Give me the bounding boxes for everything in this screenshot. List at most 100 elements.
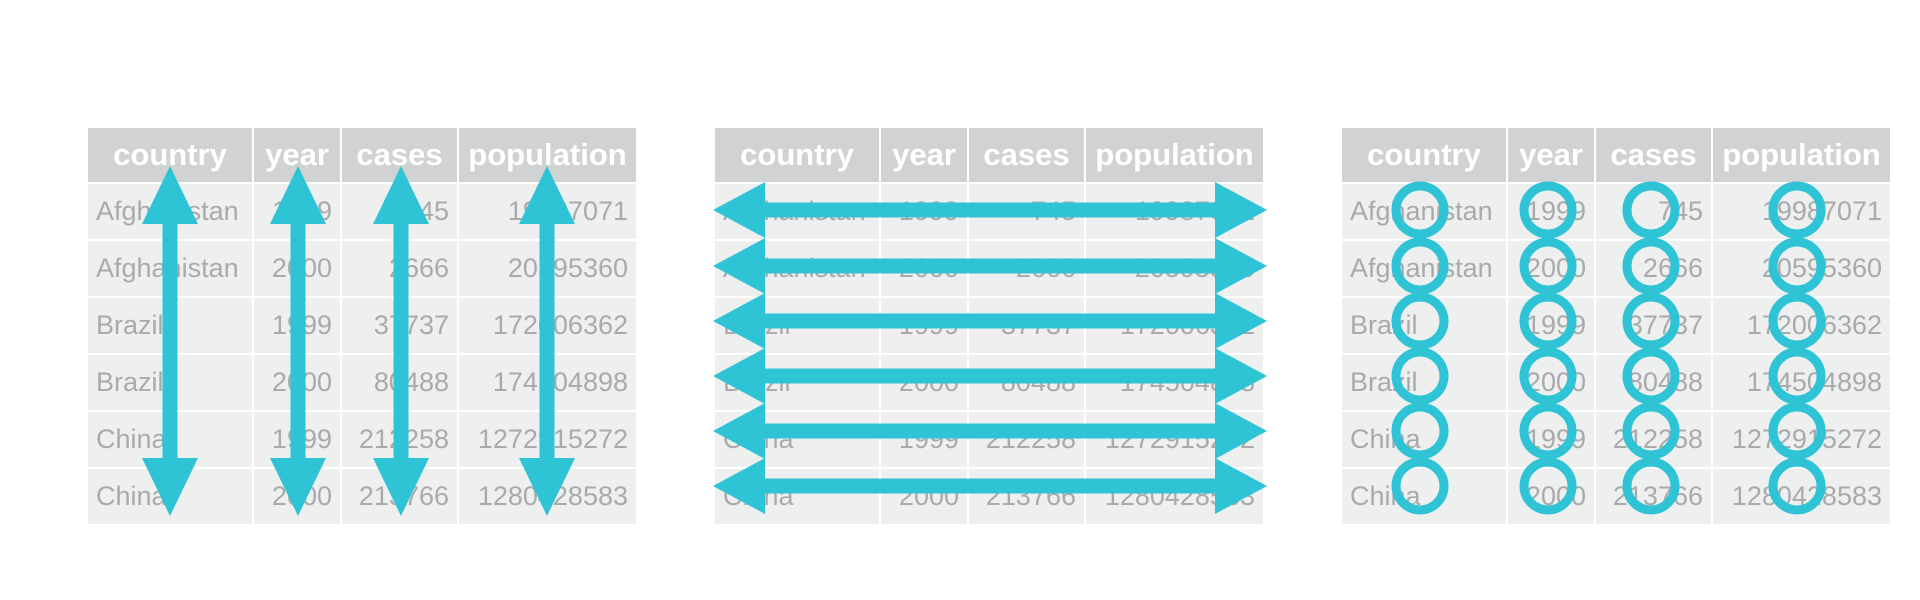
- cell-year: 2000: [1507, 353, 1596, 411]
- table-row: Afghanistan 1999 745 19987071: [88, 182, 636, 240]
- cell-year: 1999: [1507, 296, 1596, 354]
- cell-country: Brazil: [1342, 353, 1508, 411]
- cell-population: 172006362: [1712, 296, 1890, 354]
- cell-country: Brazil: [88, 296, 254, 354]
- cells-panel: country year cases population Afghanistan 199…: [1342, 128, 1890, 524]
- cell-population: 19987071: [1712, 182, 1890, 240]
- table-row: Brazil 2000 80488 174504898: [715, 353, 1263, 411]
- table-row: Afghanistan 1999 745 19987071: [1342, 182, 1890, 240]
- table-row: Brazil 1999 37737 172006362: [1342, 296, 1890, 354]
- rows-table: country year cases population Afghanistan 199…: [715, 128, 1263, 524]
- table-row: China 1999 212258 1272915272: [715, 410, 1263, 468]
- cells-table: country year cases population Afghanistan 199…: [1342, 128, 1890, 524]
- cell-country: Brazil: [715, 296, 881, 354]
- cell-cases: 745: [341, 182, 459, 240]
- table-row: Brazil 2000 80488 174504898: [88, 353, 636, 411]
- cell-population: 20595360: [1712, 239, 1890, 297]
- table-row: Afghanistan 2000 2666 20595360: [715, 239, 1263, 297]
- cell-year: 2000: [1507, 467, 1596, 524]
- cell-country: Brazil: [1342, 296, 1508, 354]
- header-country: country: [88, 128, 254, 183]
- cell-cases: 745: [968, 182, 1086, 240]
- columns-table: country year cases population Afghanistan 199…: [88, 128, 636, 524]
- cell-population: 174504898: [1085, 353, 1263, 411]
- cell-country: Brazil: [715, 353, 881, 411]
- cell-country: China: [715, 410, 881, 468]
- cell-country: Afghanistan: [1342, 239, 1508, 297]
- table-row: Afghanistan 2000 2666 20595360: [88, 239, 636, 297]
- header-row: country year cases population: [715, 128, 1263, 183]
- cell-cases: 2666: [968, 239, 1086, 297]
- table-row: China 1999 212258 1272915272: [88, 410, 636, 468]
- cell-country: Afghanistan: [715, 239, 881, 297]
- cell-country: Afghanistan: [715, 182, 881, 240]
- cell-year: 1999: [880, 296, 969, 354]
- header-country: country: [1342, 128, 1508, 183]
- table-row: Brazil 1999 37737 172006362: [88, 296, 636, 354]
- cell-population: 172006362: [1085, 296, 1263, 354]
- header-year: year: [880, 128, 969, 183]
- table-row: China 2000 213766 1280428583: [715, 467, 1263, 524]
- cell-population: 174504898: [1712, 353, 1890, 411]
- table-row: Afghanistan 1999 745 19987071: [715, 182, 1263, 240]
- cell-year: 1999: [880, 410, 969, 468]
- cell-country: China: [88, 410, 254, 468]
- cell-cases: 80488: [968, 353, 1086, 411]
- cell-cases: 2666: [341, 239, 459, 297]
- header-year: year: [1507, 128, 1596, 183]
- cell-cases: 37737: [341, 296, 459, 354]
- cell-year: 2000: [880, 467, 969, 524]
- cell-country: China: [88, 467, 254, 524]
- cell-year: 1999: [253, 296, 342, 354]
- cell-population: 172006362: [458, 296, 636, 354]
- cell-cases: 213766: [341, 467, 459, 524]
- header-row: country year cases population: [1342, 128, 1890, 183]
- cell-cases: 37737: [968, 296, 1086, 354]
- header-population: population: [1712, 128, 1890, 183]
- cell-population: 19987071: [458, 182, 636, 240]
- table-row: China 2000 213766 1280428583: [88, 467, 636, 524]
- cell-country: Afghanistan: [88, 239, 254, 297]
- header-population: population: [1085, 128, 1263, 183]
- cell-country: Afghanistan: [1342, 182, 1508, 240]
- cell-cases: 213766: [968, 467, 1086, 524]
- cell-cases: 212258: [1595, 410, 1713, 468]
- cell-cases: 745: [1595, 182, 1713, 240]
- table-row: Brazil 1999 37737 172006362: [715, 296, 1263, 354]
- cell-year: 2000: [880, 239, 969, 297]
- cell-year: 1999: [253, 182, 342, 240]
- cell-population: 20595360: [458, 239, 636, 297]
- header-year: year: [253, 128, 342, 183]
- rows-panel: country year cases population Afghanistan 199…: [713, 128, 1267, 524]
- table-row: Afghanistan 2000 2666 20595360: [1342, 239, 1890, 297]
- cell-year: 2000: [880, 353, 969, 411]
- header-cases: cases: [1595, 128, 1713, 183]
- header-country: country: [715, 128, 881, 183]
- cell-country: China: [715, 467, 881, 524]
- cell-year: 1999: [880, 182, 969, 240]
- cell-year: 1999: [253, 410, 342, 468]
- cell-year: 2000: [1507, 239, 1596, 297]
- cell-population: 19987071: [1085, 182, 1263, 240]
- cell-population: 1272915272: [1712, 410, 1890, 468]
- cell-cases: 37737: [1595, 296, 1713, 354]
- header-row: country year cases population: [88, 128, 636, 183]
- cell-country: Brazil: [88, 353, 254, 411]
- cell-country: China: [1342, 410, 1508, 468]
- cell-cases: 80488: [1595, 353, 1713, 411]
- cell-year: 2000: [253, 353, 342, 411]
- cell-cases: 2666: [1595, 239, 1713, 297]
- cell-year: 1999: [1507, 410, 1596, 468]
- columns-panel: country year cases population Afghanistan 199…: [88, 128, 636, 524]
- cell-population: 1280428583: [1085, 467, 1263, 524]
- cell-population: 174504898: [458, 353, 636, 411]
- cell-country: Afghanistan: [88, 182, 254, 240]
- cell-year: 2000: [253, 467, 342, 524]
- table-row: China 1999 212258 1272915272: [1342, 410, 1890, 468]
- header-cases: cases: [341, 128, 459, 183]
- cell-population: 1280428583: [1712, 467, 1890, 524]
- cell-cases: 80488: [341, 353, 459, 411]
- cell-cases: 213766: [1595, 467, 1713, 524]
- table-row: Brazil 2000 80488 174504898: [1342, 353, 1890, 411]
- cell-population: 1272915272: [458, 410, 636, 468]
